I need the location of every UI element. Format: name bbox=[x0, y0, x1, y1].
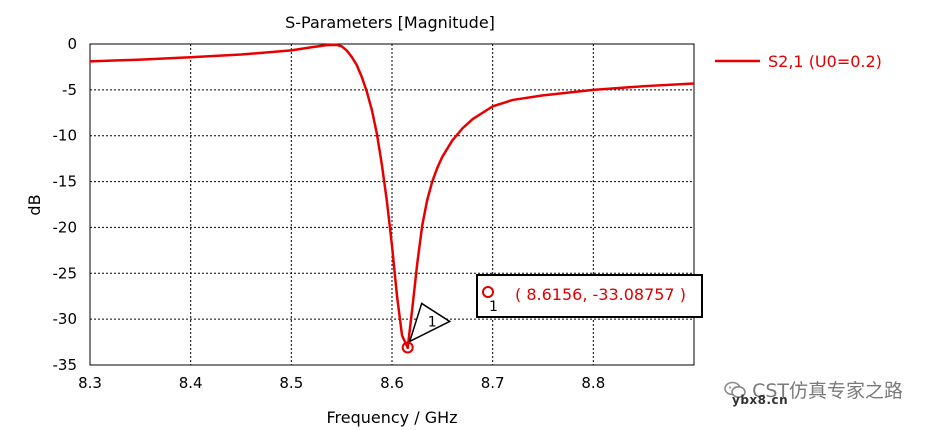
y-axis-label: dB bbox=[25, 194, 44, 215]
marker-point bbox=[401, 341, 414, 354]
y-tick-label: -35 bbox=[53, 356, 78, 374]
series-line bbox=[89, 43, 695, 349]
watermark-text: CST仿真专家之路 bbox=[752, 380, 903, 402]
y-tick-label: -25 bbox=[53, 264, 78, 282]
series-group bbox=[89, 43, 695, 349]
x-tick-label: 8.4 bbox=[179, 374, 203, 392]
legend-label: S2,1 (U0=0.2) bbox=[768, 52, 882, 71]
plot-area bbox=[89, 43, 695, 366]
y-tick-label: -30 bbox=[53, 310, 78, 328]
x-tick-label: 8.5 bbox=[279, 374, 303, 392]
y-tick-label: 0 bbox=[67, 35, 77, 53]
marker-point-center bbox=[406, 345, 410, 349]
marker-label-box bbox=[476, 274, 703, 318]
marker-flag bbox=[408, 302, 452, 343]
x-axis-ticks: 8.3 8.4 8.5 8.6 8.7 8.8 bbox=[78, 374, 605, 392]
marker-label-icon bbox=[482, 286, 494, 298]
chart-title: S-Parameters [Magnitude] bbox=[285, 13, 495, 32]
y-tick-label: -20 bbox=[53, 218, 78, 236]
y-tick-label: -15 bbox=[53, 173, 78, 191]
x-tick-label: 8.3 bbox=[78, 374, 102, 392]
y-tick-label: -5 bbox=[62, 81, 77, 99]
marker-label-id: 1 bbox=[489, 299, 498, 315]
grid-lines bbox=[90, 44, 695, 365]
x-axis-label: Frequency / GHz bbox=[326, 408, 457, 427]
marker-group: 1 bbox=[401, 302, 452, 354]
y-tick-label: -10 bbox=[53, 127, 78, 145]
x-tick-label: 8.7 bbox=[481, 374, 505, 392]
watermark: CST仿真专家之路 bbox=[724, 376, 903, 403]
x-tick-label: 8.6 bbox=[380, 374, 404, 392]
wechat-icon bbox=[724, 381, 746, 398]
y-axis-ticks: 0 -5 -10 -15 -20 -25 -30 -35 bbox=[53, 35, 78, 374]
marker-flag-id: 1 bbox=[428, 314, 437, 330]
x-tick-label: 8.8 bbox=[581, 374, 605, 392]
marker-label-value: ( 8.6156, -33.08757 ) bbox=[515, 285, 686, 304]
watermark-site: ybx8.cn bbox=[732, 393, 789, 407]
